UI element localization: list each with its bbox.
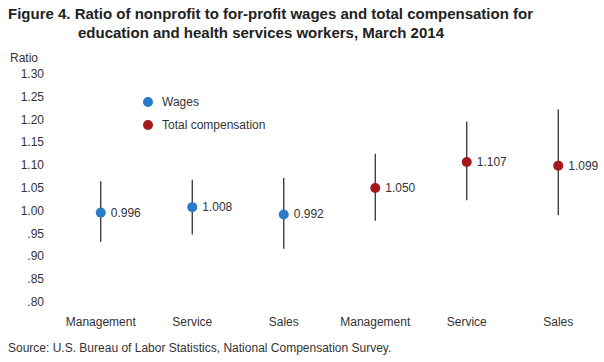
- point: [553, 161, 563, 171]
- point: [187, 202, 197, 212]
- y-tick: [47, 96, 49, 97]
- y-tick-label: 1.05: [21, 181, 45, 195]
- y-tick-label: .90: [27, 249, 44, 263]
- x-tick-label: Service: [172, 315, 212, 329]
- point: [462, 157, 472, 167]
- point: [279, 209, 289, 219]
- y-tick: [47, 233, 49, 234]
- y-tick: [47, 142, 49, 143]
- y-tick-label: .95: [27, 227, 44, 241]
- y-tick: [47, 188, 49, 189]
- y-tick: [47, 74, 49, 75]
- y-tick: [47, 165, 49, 166]
- point: [96, 208, 106, 218]
- data-label: 0.996: [111, 206, 141, 220]
- y-tick-label: 1.00: [21, 204, 45, 218]
- marks: [96, 110, 564, 249]
- x-tick-label: Sales: [269, 315, 299, 329]
- y-tick: [47, 302, 49, 303]
- data-label: 0.992: [294, 207, 324, 221]
- source: Source: U.S. Bureau of Labor Statistics,…: [8, 341, 391, 355]
- y-tick-label: 1.10: [21, 158, 45, 172]
- data-label: 1.107: [477, 155, 507, 169]
- y-tick: [47, 119, 49, 120]
- y-tick-label: 1.30: [21, 67, 45, 81]
- y-tick: [47, 210, 49, 211]
- data-label: 1.050: [385, 181, 415, 195]
- data-label: 1.008: [202, 200, 232, 214]
- legend-label: Total compensation: [162, 118, 265, 132]
- y-tick-label: .85: [27, 272, 44, 286]
- chart: Ratio .80 .85 .90 .95 1.00 1.05 1.10 1.15 1.20 1.2…: [0, 0, 604, 362]
- x-tick-label: Service: [447, 315, 487, 329]
- title: Figure 4. Ratio of nonprofit to for-prof…: [8, 4, 598, 42]
- y-tick-label: 1.20: [21, 113, 45, 127]
- y-tick: [47, 279, 49, 280]
- point: [370, 183, 380, 193]
- x-tick-label: Management: [66, 315, 137, 329]
- x-tick-label: Management: [340, 315, 411, 329]
- y-tick-label: .80: [27, 295, 44, 309]
- y-tick-label: 1.25: [21, 90, 45, 104]
- legend-label: Wages: [162, 95, 199, 109]
- x-tick-label: Sales: [543, 315, 573, 329]
- legend-marker: [143, 97, 153, 107]
- y-tick-label: 1.15: [21, 135, 45, 149]
- legend-marker: [143, 120, 153, 130]
- y-label: Ratio: [10, 51, 38, 65]
- y-tick: [47, 256, 49, 257]
- data-label: 1.099: [568, 159, 598, 173]
